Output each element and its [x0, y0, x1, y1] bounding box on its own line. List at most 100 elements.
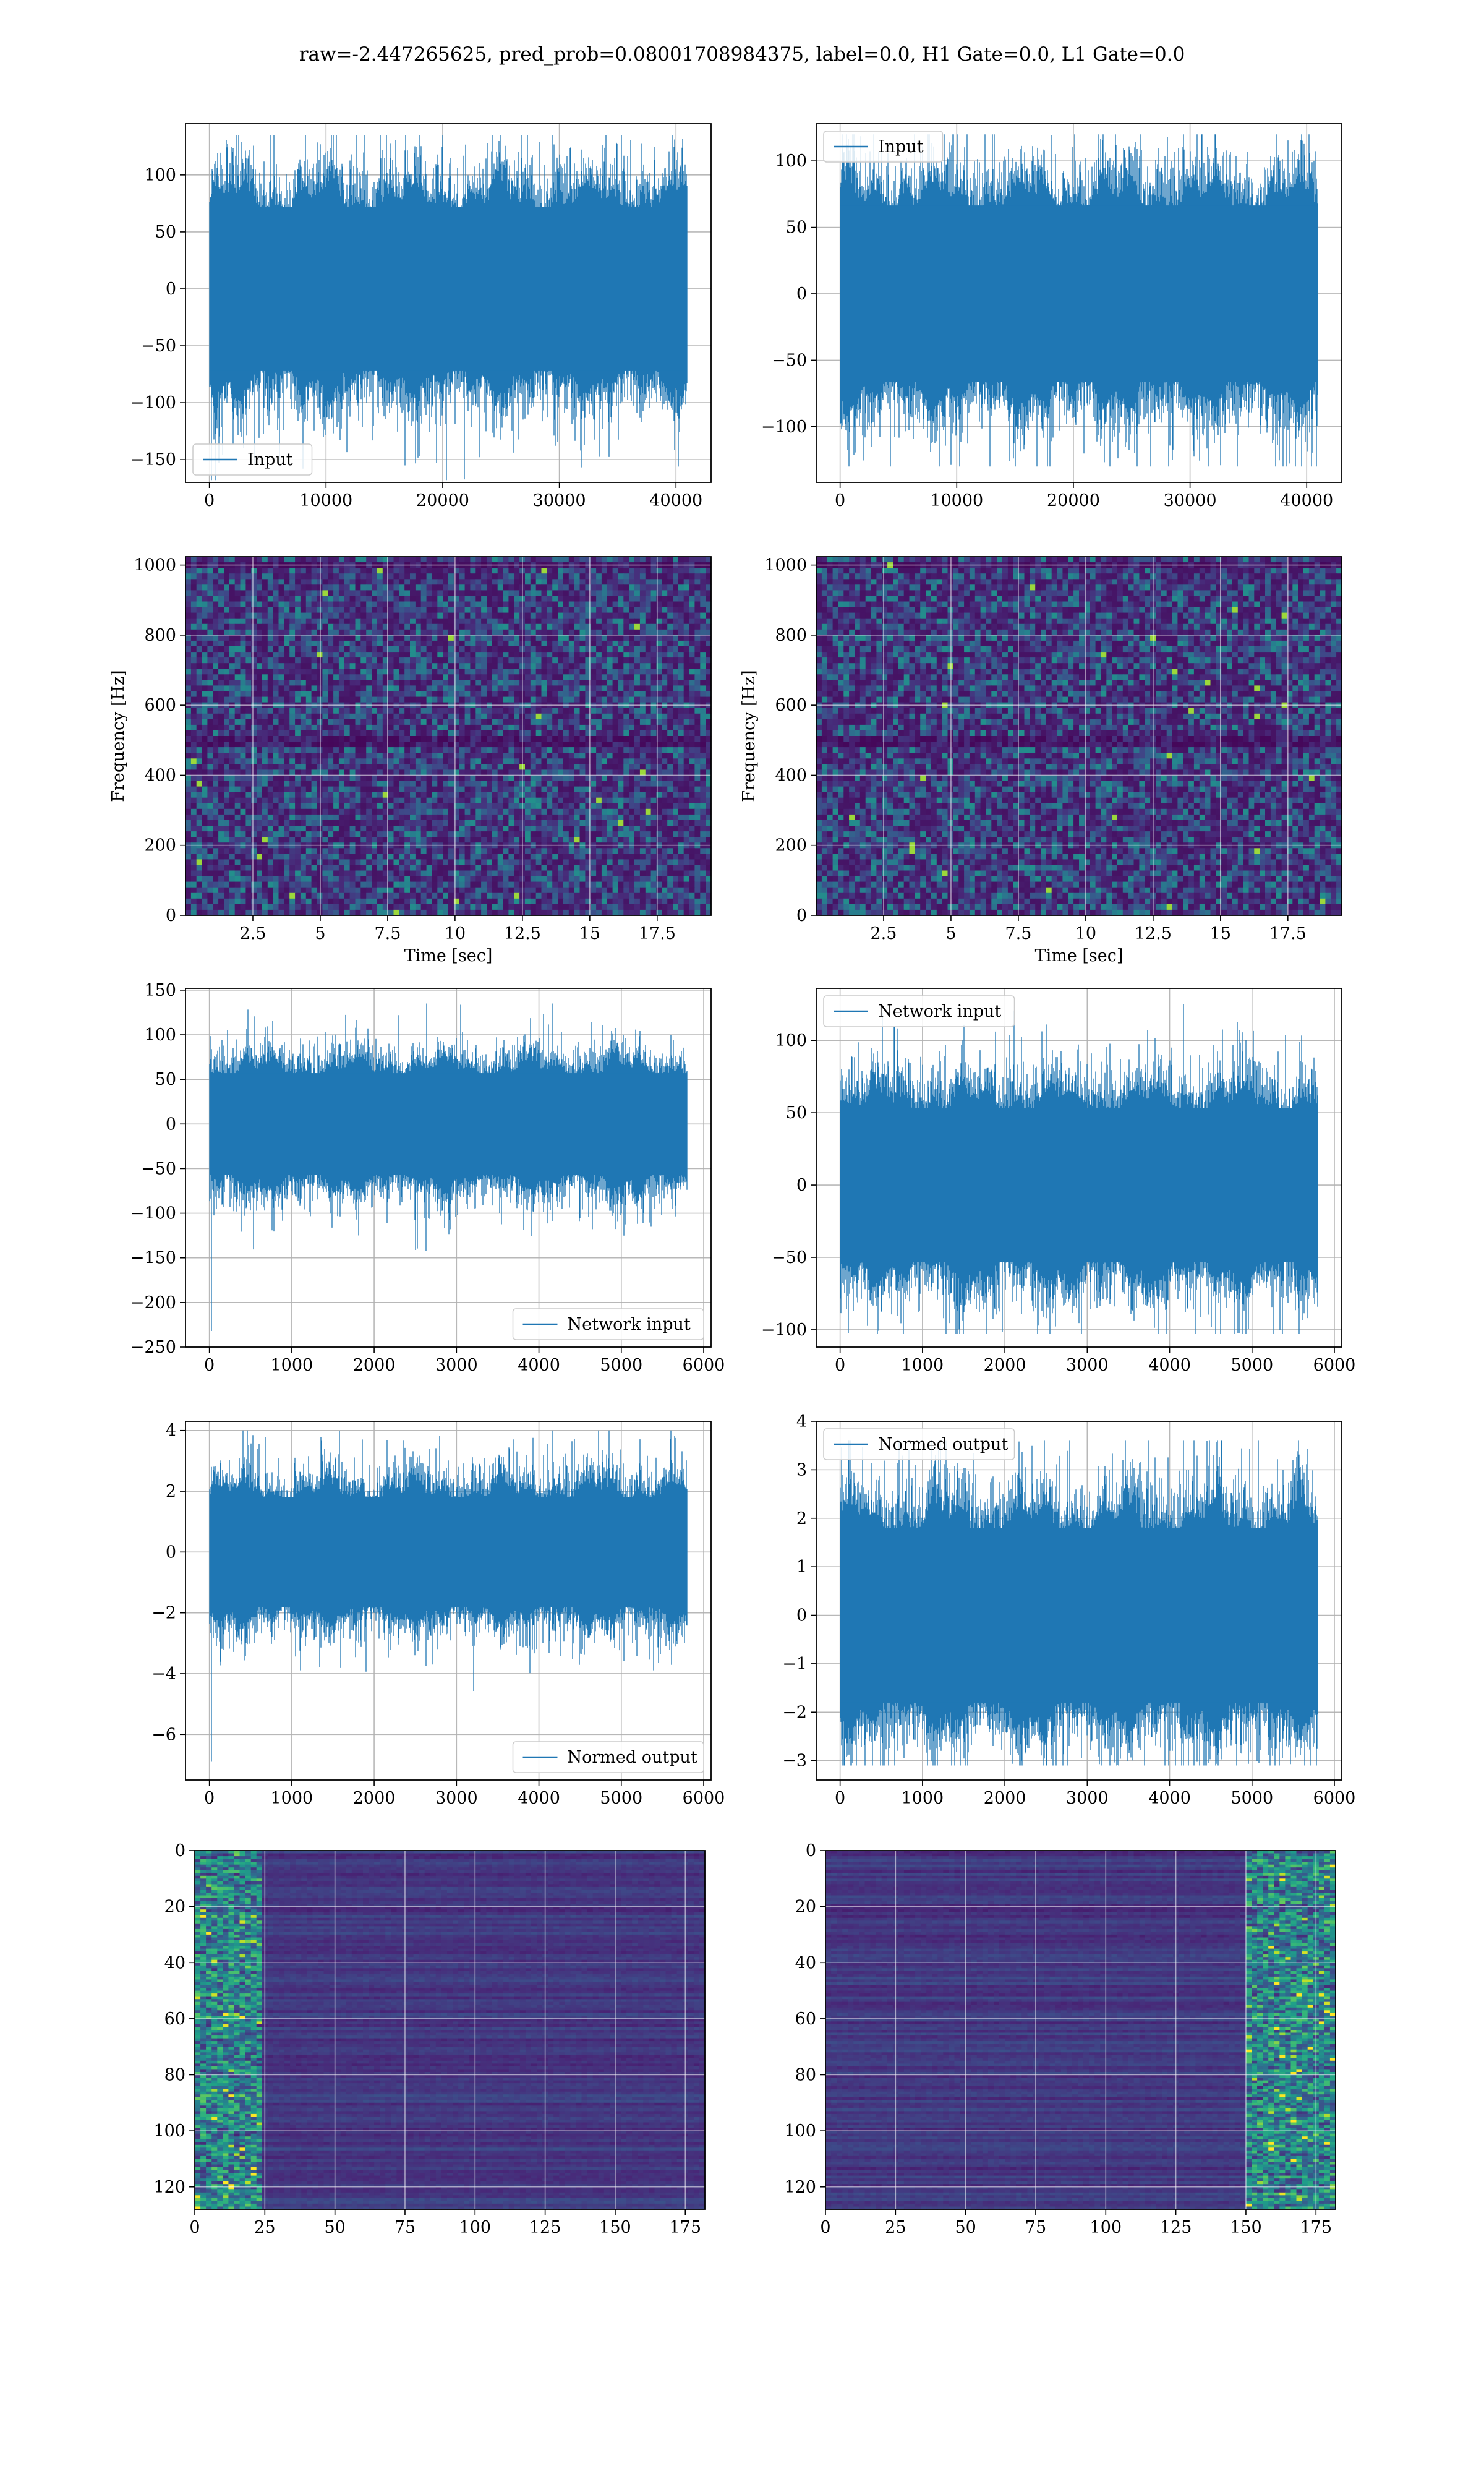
r3c1-ytick-label-6: 50	[155, 1070, 176, 1089]
r1c2-xtick-label-4: 40000	[1280, 491, 1333, 510]
r4c2-ytick-label-7: 4	[796, 1412, 807, 1431]
r4c1-ytick-label-0: −6	[151, 1725, 176, 1744]
r4c2-ytick-label-5: 2	[796, 1509, 807, 1528]
r4c2-xtick-label-1: 1000	[902, 1789, 944, 1808]
r2c2-xtick-label-6: 17.5	[1269, 924, 1307, 943]
r4c1-ytick-label-1: −4	[151, 1664, 176, 1684]
r4c1-legend: Normed output	[513, 1742, 704, 1773]
r2c1-heatmap-cells	[186, 557, 712, 916]
r1c2-xtick-label-1: 10000	[930, 491, 983, 510]
r3c2-ytick-label-4: 100	[775, 1031, 807, 1050]
r3c1-ytick-label-4: −50	[141, 1159, 176, 1178]
r4c2-xtick-label-2: 2000	[984, 1789, 1026, 1808]
r5c1-xtick-label-3: 75	[394, 2218, 416, 2237]
r4c2-ytick-label-0: −3	[782, 1752, 807, 1771]
r2c1-xtick-label-3: 10	[445, 924, 466, 943]
r3c2-xtick-label-2: 2000	[984, 1356, 1026, 1375]
r3c1-ytick-label-8: 150	[144, 981, 176, 1000]
r2c1-ytick-label-0: 0	[166, 906, 176, 925]
r5c1-xtick-label-5: 125	[529, 2218, 561, 2237]
r5c1-xtick-label-0: 0	[189, 2218, 200, 2237]
r3c1-xtick-label-4: 4000	[518, 1356, 560, 1375]
r1c1-ytick-label-1: −100	[130, 393, 176, 413]
r3c1-series-core	[210, 1073, 687, 1175]
r2c1-ytick-label-5: 1000	[134, 556, 176, 575]
r3c1-legend: Network input	[513, 1309, 704, 1340]
r5c2-xtick-label-2: 50	[955, 2218, 976, 2237]
r4c1-ytick-label-2: −2	[151, 1604, 176, 1623]
r4c2-series-core	[840, 1528, 1318, 1703]
r4c2-ytick-label-2: −1	[782, 1654, 807, 1674]
r4c2-legend-label: Normed output	[878, 1435, 1008, 1454]
r3c2-xtick-label-6: 6000	[1313, 1356, 1356, 1375]
r2c2-xtick-label-1: 5	[945, 924, 956, 943]
r5c2-xtick-label-6: 150	[1230, 2218, 1262, 2237]
panel-r4c1: 0 1000 2000 3000 4000 5000 6000−6−4−2024Normed…	[151, 1421, 725, 1808]
r5c2-ytick-label-1: 20	[795, 1898, 816, 1917]
r5c1-heatmap-cells	[195, 1851, 706, 2210]
r4c2-xtick-label-6: 6000	[1313, 1789, 1356, 1808]
r2c2-xtick-label-4: 12.5	[1135, 924, 1172, 943]
r3c1-ytick-label-1: −200	[130, 1293, 176, 1312]
r2c2-ytick-label-1: 200	[775, 836, 807, 855]
r1c1-ytick-label-0: −150	[130, 450, 176, 469]
r5c2-xtick-label-1: 25	[885, 2218, 906, 2237]
r2c1-ytick-label-2: 400	[144, 766, 176, 785]
r5c2-ytick-label-6: 120	[784, 2178, 816, 2197]
r2c2-ytick-label-0: 0	[796, 906, 807, 925]
panel-r1c1: 0 10000 20000 30000 40000−150−100−50050100In…	[130, 124, 711, 510]
r2c2-ytick-label-3: 600	[775, 696, 807, 715]
r1c1-xtick-label-2: 20000	[416, 491, 469, 510]
r4c2-ytick-label-6: 3	[796, 1460, 807, 1479]
r5c1-xtick-label-7: 175	[669, 2218, 701, 2237]
r1c1-xtick-label-3: 30000	[533, 491, 586, 510]
r5c2-ytick-label-5: 100	[784, 2121, 816, 2141]
r5c1-ytick-label-2: 40	[164, 1953, 186, 1972]
r3c1-xtick-label-2: 2000	[353, 1356, 396, 1375]
r2c2-xtick-label-3: 10	[1075, 924, 1096, 943]
r4c1-xtick-label-4: 4000	[518, 1789, 560, 1808]
r2c1-xtick-label-6: 17.5	[639, 924, 676, 943]
r1c1-ytick-label-2: −50	[141, 336, 176, 356]
panel-r2c1: 2.5 5 7.5 10 12.5 15 17.502004006008001000Time…	[109, 556, 712, 965]
r3c1-ytick-label-7: 100	[144, 1025, 176, 1045]
r1c2-legend: Input	[824, 131, 943, 162]
r3c1-xtick-label-3: 3000	[435, 1356, 478, 1375]
r3c2-xtick-label-3: 3000	[1066, 1356, 1109, 1375]
r2c1-xtick-label-5: 15	[579, 924, 600, 943]
r4c1-legend-label: Normed output	[568, 1748, 697, 1767]
r5c2-ytick-label-3: 60	[795, 2010, 816, 2029]
r5c1-xtick-label-6: 150	[599, 2218, 631, 2237]
r1c1-ytick-label-5: 100	[144, 166, 176, 185]
r2c1-ytick-label-4: 800	[144, 626, 176, 645]
r5c2-xtick-label-0: 0	[820, 2218, 830, 2237]
r5c2-ytick-label-0: 0	[806, 1841, 816, 1860]
r1c1-xtick-label-4: 40000	[649, 491, 702, 510]
r3c2-ytick-label-0: −100	[761, 1320, 807, 1340]
r2c2-ytick-label-4: 800	[775, 626, 807, 645]
r3c1-xtick-label-6: 6000	[683, 1356, 725, 1375]
r4c2-legend: Normed output	[824, 1429, 1015, 1460]
r2c2-heatmap-cells	[816, 557, 1342, 916]
r4c1-series-core	[210, 1497, 687, 1607]
r5c1-ytick-label-0: 0	[175, 1841, 186, 1860]
r2c2-xtick-label-2: 7.5	[1005, 924, 1031, 943]
r3c2-xtick-label-1: 1000	[902, 1356, 944, 1375]
r3c1-ytick-label-0: −250	[130, 1338, 176, 1357]
r5c2-xtick-label-4: 100	[1090, 2218, 1122, 2237]
r5c2-ytick-label-4: 80	[795, 2066, 816, 2085]
r3c1-legend-label: Network input	[568, 1315, 691, 1334]
r5c2-xtick-label-7: 175	[1300, 2218, 1332, 2237]
r2c2-xlabel: Time [sec]	[1035, 946, 1124, 965]
r1c2-series-core	[840, 205, 1318, 382]
r1c2-legend-label: Input	[878, 137, 924, 156]
figure-suptitle: raw=-2.447265625, pred_prob=0.0800170898…	[299, 43, 1185, 66]
r5c1-xtick-label-4: 100	[459, 2218, 492, 2237]
r5c2-ytick-label-2: 40	[795, 1953, 816, 1972]
r4c1-xtick-label-3: 3000	[435, 1789, 478, 1808]
r2c1-ylabel: Frequency [Hz]	[109, 670, 128, 802]
r3c2-xtick-label-4: 4000	[1148, 1356, 1191, 1375]
r2c1-ytick-label-1: 200	[144, 836, 176, 855]
r1c2-ytick-label-3: 50	[786, 218, 807, 238]
